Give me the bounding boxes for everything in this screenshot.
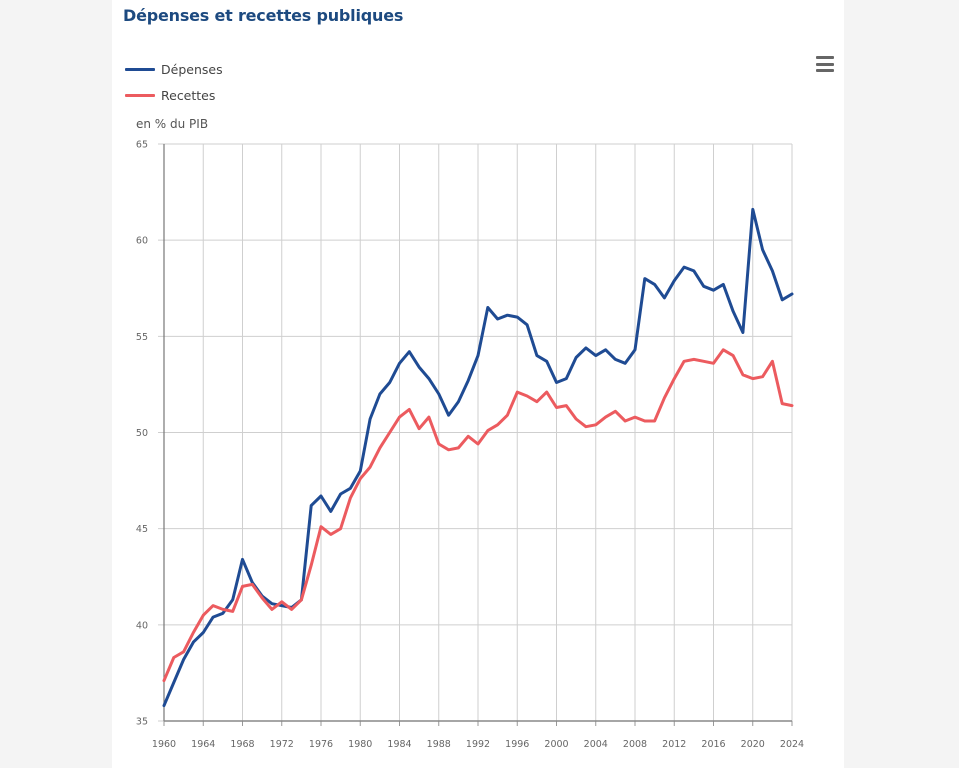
x-tick-label: 2004 — [584, 739, 608, 750]
y-tick-label: 35 — [136, 717, 148, 728]
series-line-recettes[interactable] — [162, 348, 794, 683]
x-tick-label: 2020 — [741, 739, 765, 750]
x-tick-label: 1968 — [230, 739, 254, 750]
menu-bar — [816, 69, 834, 72]
axes — [163, 144, 793, 726]
menu-bar — [816, 56, 834, 59]
tick-labels: 1960 1964 1968 1972 1976 1980 1984 1988 1992 1996… — [136, 140, 804, 751]
y-tick-label: 50 — [136, 428, 148, 439]
series-line-depenses[interactable] — [162, 207, 794, 708]
grid — [158, 143, 793, 722]
x-tick-label: 1976 — [309, 739, 333, 750]
legend-label-depenses: Dépenses — [161, 61, 223, 77]
x-tick-label: 2016 — [701, 739, 725, 750]
x-tick-label: 2000 — [544, 739, 568, 750]
x-tick-label: 1988 — [427, 739, 451, 750]
series-lines — [162, 207, 794, 708]
legend-swatch-recettes — [125, 93, 155, 97]
legend-label-recettes: Recettes — [161, 87, 216, 103]
x-tick-label: 2008 — [623, 739, 647, 750]
menu-bar — [816, 62, 834, 66]
y-tick-label: 65 — [136, 140, 148, 151]
x-tick-label: 1972 — [270, 739, 294, 750]
x-tick-label: 1984 — [387, 739, 411, 750]
chart-title: Dépenses et recettes publiques — [123, 6, 404, 25]
legend-item-depenses[interactable]: Dépenses — [125, 58, 223, 80]
y-tick-label: 40 — [136, 620, 148, 631]
legend-swatch-depenses — [125, 67, 155, 71]
x-tick-label: 2024 — [780, 739, 804, 750]
y-tick-label: 60 — [136, 236, 148, 247]
x-tick-label: 1960 — [152, 739, 176, 750]
x-tick-label: 2012 — [662, 739, 686, 750]
legend: Dépenses Recettes — [125, 58, 223, 110]
x-tick-label: 1992 — [466, 739, 490, 750]
x-tick-label: 1980 — [348, 739, 372, 750]
legend-item-recettes[interactable]: Recettes — [125, 84, 223, 106]
hamburger-menu-icon[interactable] — [816, 56, 834, 72]
y-axis-unit-label: en % du PIB — [136, 117, 209, 131]
x-tick-label: 1996 — [505, 739, 529, 750]
y-tick-label: 45 — [136, 524, 148, 535]
y-tick-label: 55 — [136, 332, 148, 343]
x-tick-label: 1964 — [191, 739, 215, 750]
